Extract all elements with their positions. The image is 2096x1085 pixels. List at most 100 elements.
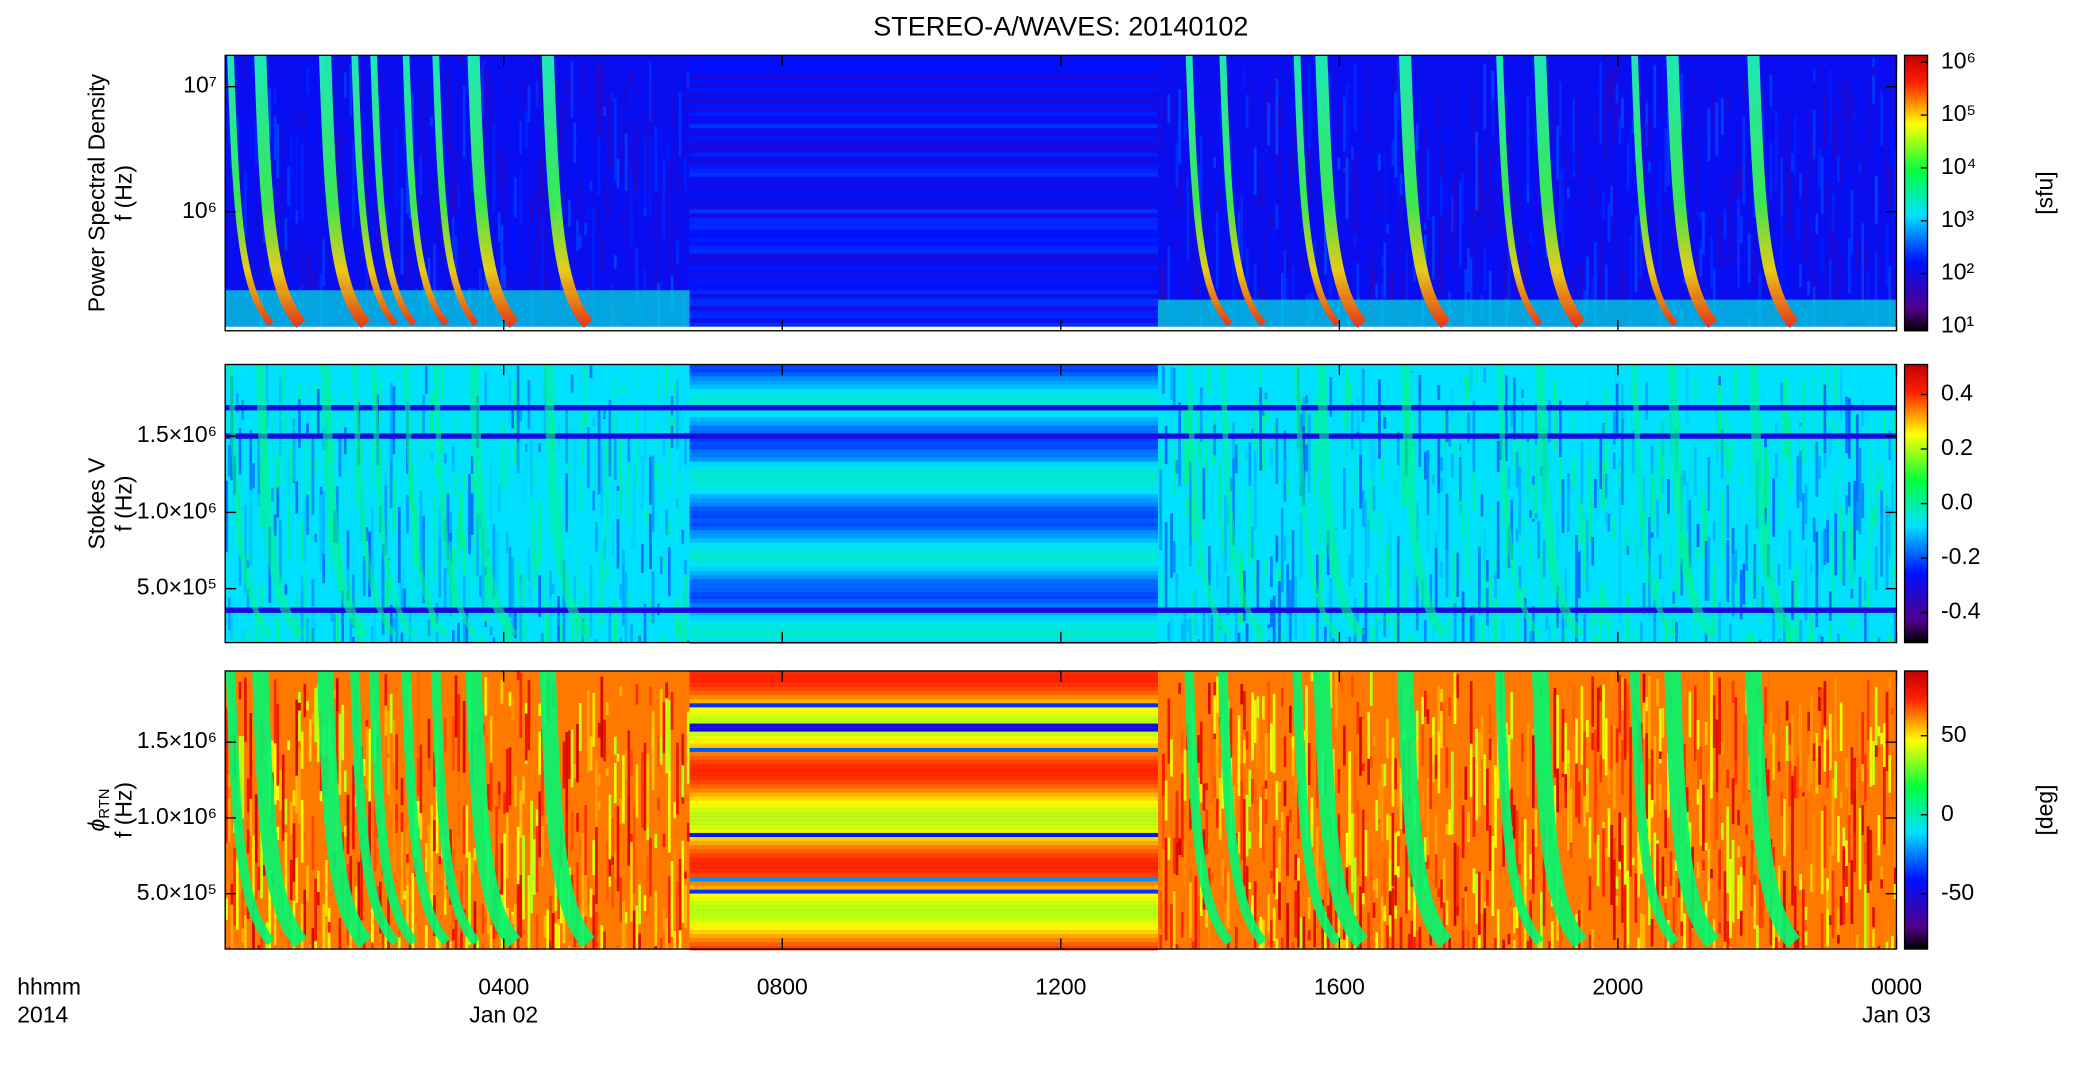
heatmap-texture — [1667, 247, 1670, 270]
heatmap-texture — [339, 438, 342, 477]
heatmap-texture — [1286, 903, 1289, 949]
heatmap-texture — [528, 875, 531, 949]
heatmap-texture — [1162, 366, 1165, 394]
heatmap-texture — [1597, 632, 1600, 642]
heatmap-texture — [665, 918, 668, 949]
heatmap-texture — [654, 429, 657, 449]
heatmap-texture — [573, 429, 576, 512]
heatmap-stripe — [690, 522, 1158, 526]
x-axis-label: 2014 — [17, 1002, 68, 1028]
heatmap-texture — [525, 624, 528, 643]
heatmap-stripe — [690, 595, 1158, 599]
heatmap-texture — [1861, 223, 1864, 310]
heatmap-texture — [509, 692, 512, 706]
heatmap-texture — [344, 826, 347, 837]
heatmap-texture — [1581, 592, 1584, 601]
heatmap-texture — [312, 816, 315, 870]
heatmap-texture — [1605, 473, 1608, 498]
heatmap-texture — [1608, 599, 1611, 643]
heatmap-texture — [619, 637, 622, 642]
heatmap-texture — [584, 223, 587, 235]
heatmap-stripe — [690, 591, 1158, 595]
heatmap-texture — [1200, 722, 1203, 785]
heatmap-texture — [641, 544, 644, 573]
heatmap-texture — [1875, 687, 1878, 745]
heatmap-texture — [1448, 809, 1451, 834]
heatmap-texture — [1432, 216, 1435, 279]
heatmap-texture — [1421, 717, 1424, 766]
heatmap-texture — [398, 58, 401, 90]
heatmap-texture — [1662, 237, 1665, 265]
heatmap-texture — [1651, 445, 1654, 473]
heatmap-texture — [625, 749, 628, 779]
heatmap-texture — [1810, 171, 1813, 218]
heatmap-texture — [1346, 370, 1349, 429]
heatmap-texture — [568, 730, 571, 778]
heatmap-texture — [1435, 162, 1438, 218]
heatmap-texture — [1373, 625, 1376, 642]
heatmap-texture — [1373, 903, 1376, 918]
heatmap-texture — [301, 522, 304, 562]
heatmap-stripe — [690, 369, 1158, 373]
heatmap-stripe — [690, 906, 1158, 910]
heatmap-texture — [1656, 109, 1659, 194]
heatmap-texture — [1740, 473, 1743, 484]
heatmap-texture — [1683, 56, 1686, 117]
heatmap-texture — [447, 71, 450, 149]
heatmap-texture — [398, 371, 401, 378]
heatmap-texture — [1626, 871, 1629, 945]
heatmap-texture — [1483, 901, 1486, 908]
heatmap-texture — [363, 112, 366, 151]
heatmap-texture — [673, 382, 676, 416]
heatmap-texture — [536, 81, 539, 107]
heatmap-stripe — [690, 792, 1158, 796]
heatmap-texture — [498, 96, 501, 149]
heatmap-texture — [1343, 468, 1346, 529]
heatmap-texture — [1581, 442, 1584, 504]
heatmap-texture — [1483, 529, 1486, 564]
heatmap-texture — [293, 419, 296, 427]
heatmap-texture — [1594, 112, 1597, 136]
heatmap-texture — [1370, 477, 1373, 533]
heatmap-stripe — [690, 687, 1158, 691]
heatmap-texture — [1691, 152, 1694, 228]
heatmap-texture — [1888, 636, 1891, 642]
heatmap-texture — [1162, 754, 1165, 801]
heatmap-texture — [1872, 634, 1875, 643]
heatmap-texture — [487, 87, 490, 137]
heatmap-texture — [1459, 131, 1462, 167]
heatmap-texture — [1205, 783, 1208, 791]
heatmap-texture — [1837, 581, 1840, 634]
heatmap-stripe — [690, 262, 1158, 266]
heatmap-texture — [1613, 725, 1616, 809]
heatmap-texture — [303, 192, 306, 204]
heatmap-texture — [1710, 470, 1713, 512]
heatmap-texture — [360, 57, 363, 125]
heatmap-texture — [482, 903, 485, 934]
heatmap-texture — [1502, 940, 1505, 950]
heatmap-texture — [627, 797, 630, 866]
heatmap-texture — [314, 383, 317, 439]
heatmap-texture — [1381, 266, 1384, 283]
heatmap-texture — [627, 731, 630, 804]
heatmap-stripe — [690, 898, 1158, 902]
heatmap-texture — [673, 419, 676, 434]
heatmap-texture — [1348, 751, 1351, 836]
heatmap-stripe — [690, 217, 1158, 221]
heatmap-stripe — [690, 636, 1158, 640]
heatmap-texture — [657, 234, 660, 290]
heatmap-texture — [611, 409, 614, 473]
heatmap-texture — [1216, 475, 1219, 531]
heatmap-texture — [1732, 435, 1735, 463]
heatmap-texture — [322, 491, 325, 554]
heatmap-texture — [1378, 511, 1381, 539]
heatmap-texture — [1219, 778, 1222, 840]
heatmap-texture — [1424, 223, 1427, 230]
heatmap-texture — [1270, 920, 1273, 948]
heatmap-texture — [1383, 259, 1386, 296]
heatmap-texture — [1645, 733, 1648, 819]
heatmap-texture — [1251, 527, 1254, 558]
heatmap-texture — [1297, 881, 1300, 948]
heatmap-texture — [1869, 727, 1872, 786]
heatmap-texture — [1470, 744, 1473, 797]
